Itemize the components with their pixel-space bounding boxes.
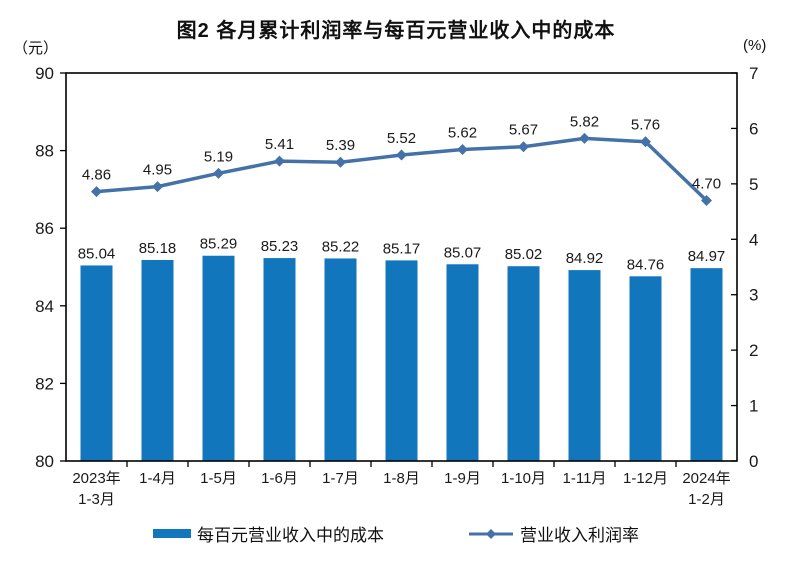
legend-item-cost-label: 每百元营业收入中的成本 [197, 526, 384, 545]
svg-text:4.95: 4.95 [143, 162, 172, 179]
svg-text:1-7月: 1-7月 [322, 470, 359, 487]
svg-text:2023年: 2023年 [72, 470, 120, 487]
svg-text:85.18: 85.18 [139, 240, 177, 257]
svg-text:84.76: 84.76 [627, 256, 665, 273]
svg-text:5.39: 5.39 [326, 137, 355, 154]
svg-text:85.02: 85.02 [505, 246, 543, 263]
svg-text:5.62: 5.62 [448, 124, 477, 141]
svg-text:0: 0 [749, 452, 758, 471]
svg-text:6: 6 [749, 119, 758, 138]
svg-text:82: 82 [35, 374, 54, 393]
left-axis-unit-label: （元） [13, 40, 59, 57]
legend-item-profit: 营业收入利润率 [468, 521, 639, 546]
svg-text:1-6月: 1-6月 [261, 470, 298, 487]
svg-text:1-10月: 1-10月 [501, 470, 546, 487]
svg-text:85.17: 85.17 [383, 240, 421, 257]
svg-text:3: 3 [749, 286, 758, 305]
legend-item-cost: 每百元营业收入中的成本 [153, 521, 384, 546]
svg-text:5.41: 5.41 [265, 136, 294, 153]
svg-text:1-9月: 1-9月 [444, 470, 481, 487]
svg-text:1-2月: 1-2月 [688, 491, 725, 508]
svg-text:5.19: 5.19 [204, 148, 233, 165]
svg-text:1-8月: 1-8月 [383, 470, 420, 487]
svg-text:5: 5 [749, 175, 758, 194]
svg-text:85.29: 85.29 [200, 236, 238, 253]
svg-text:84.97: 84.97 [688, 248, 726, 265]
svg-text:5.76: 5.76 [631, 117, 660, 134]
svg-text:5.67: 5.67 [509, 122, 538, 139]
svg-text:1-11月: 1-11月 [563, 470, 607, 487]
svg-text:88: 88 [35, 142, 54, 161]
chart-legend: 每百元营业收入中的成本 营业收入利润率 [0, 521, 792, 546]
svg-text:4.86: 4.86 [82, 167, 111, 184]
legend-item-profit-label: 营业收入利润率 [520, 526, 639, 545]
svg-text:1-5月: 1-5月 [200, 470, 237, 487]
svg-text:1-12月: 1-12月 [623, 470, 668, 487]
chart-title: 图2 各月累计利润率与每百元营业收入中的成本 [176, 20, 616, 42]
svg-text:85.07: 85.07 [444, 244, 482, 261]
svg-text:84.92: 84.92 [566, 250, 604, 267]
svg-text:85.04: 85.04 [78, 245, 116, 262]
svg-text:1-3月: 1-3月 [78, 491, 115, 508]
svg-text:1-4月: 1-4月 [139, 470, 176, 487]
legend-bar-swatch [153, 529, 191, 538]
svg-text:1: 1 [749, 397, 758, 416]
svg-text:4.70: 4.70 [692, 175, 721, 192]
svg-text:7: 7 [749, 64, 758, 83]
svg-text:85.22: 85.22 [322, 238, 360, 255]
svg-text:80: 80 [35, 452, 54, 471]
svg-text:84: 84 [35, 297, 54, 316]
svg-text:85.23: 85.23 [261, 238, 299, 255]
svg-text:86: 86 [35, 219, 54, 238]
svg-text:4: 4 [749, 230, 758, 249]
svg-text:90: 90 [35, 64, 54, 83]
svg-text:5.82: 5.82 [570, 113, 599, 130]
right-axis-unit-label: (%) [743, 37, 767, 54]
legend-line-marker-swatch [469, 528, 513, 539]
svg-text:2024年: 2024年 [682, 470, 730, 487]
svg-text:2: 2 [749, 341, 758, 360]
svg-text:5.52: 5.52 [387, 130, 416, 147]
